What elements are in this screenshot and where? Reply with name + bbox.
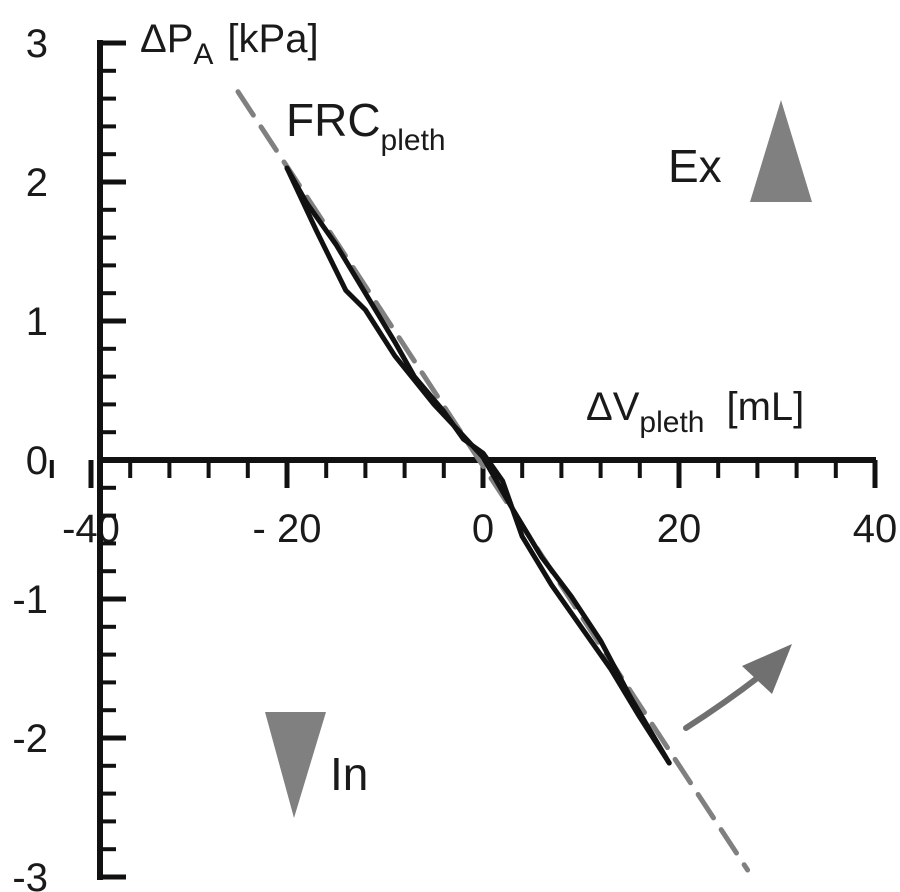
x-tick-label: - 20: [253, 507, 322, 551]
y-axis-title-sub: A: [193, 38, 213, 71]
in-down-triangle-icon: [265, 712, 326, 818]
y-tick-label: -2: [12, 717, 48, 761]
y-tick-label: -3: [12, 856, 48, 892]
x-tick-label: 20: [657, 507, 702, 551]
y-tick-label: -1: [12, 578, 48, 622]
frc-label: FRCpleth: [286, 94, 446, 157]
y-tick-labels: 3 2 1 0 -1 -2 -3: [12, 22, 48, 892]
x-tick-labels: -40- 20 0 20 40: [62, 507, 897, 551]
x-axis-title-unit: [mL]: [726, 385, 804, 429]
fit-line: [238, 92, 748, 870]
svg-text:ΔVpleth[mL]: ΔVpleth [mL]: [586, 385, 804, 439]
y-axis-title-main: ΔP: [140, 17, 193, 61]
svg-text:ΔPA[kPa]: ΔPA [kPa]: [140, 17, 319, 71]
x-tick-label: 0: [472, 507, 494, 551]
y-axis-title: ΔPA [kPa]: [140, 17, 319, 71]
x-axis: -40- 20 0 20 40: [52, 460, 897, 551]
ex-marker: Ex: [668, 100, 812, 202]
y-tick-label: 2: [26, 161, 48, 205]
x-axis-title-main: ΔV: [586, 385, 640, 429]
y-tick-label: 1: [26, 300, 48, 344]
frc-label-main: FRC: [286, 94, 381, 146]
y-axis-title-unit: [kPa]: [227, 17, 318, 61]
ex-label: Ex: [668, 140, 722, 192]
y-minor-ticks: [100, 43, 126, 877]
loop-trace: [287, 168, 669, 763]
x-tick-label: 40: [853, 507, 898, 551]
x-axis-title-sub: pleth: [639, 406, 704, 439]
frc-label-sub: pleth: [381, 124, 446, 157]
in-label: In: [330, 748, 368, 800]
ex-up-triangle-icon: [750, 100, 812, 202]
y-tick-label: 0: [26, 439, 48, 483]
y-tick-label: 3: [26, 22, 48, 66]
in-marker: In: [265, 712, 368, 818]
curved-arrow-icon: [686, 644, 792, 728]
series-layer: [238, 92, 748, 870]
x-axis-title: ΔVpleth [mL]: [586, 385, 804, 439]
x-minor-ticks: [52, 460, 875, 488]
svg-text:FRCpleth: FRCpleth: [286, 94, 446, 157]
